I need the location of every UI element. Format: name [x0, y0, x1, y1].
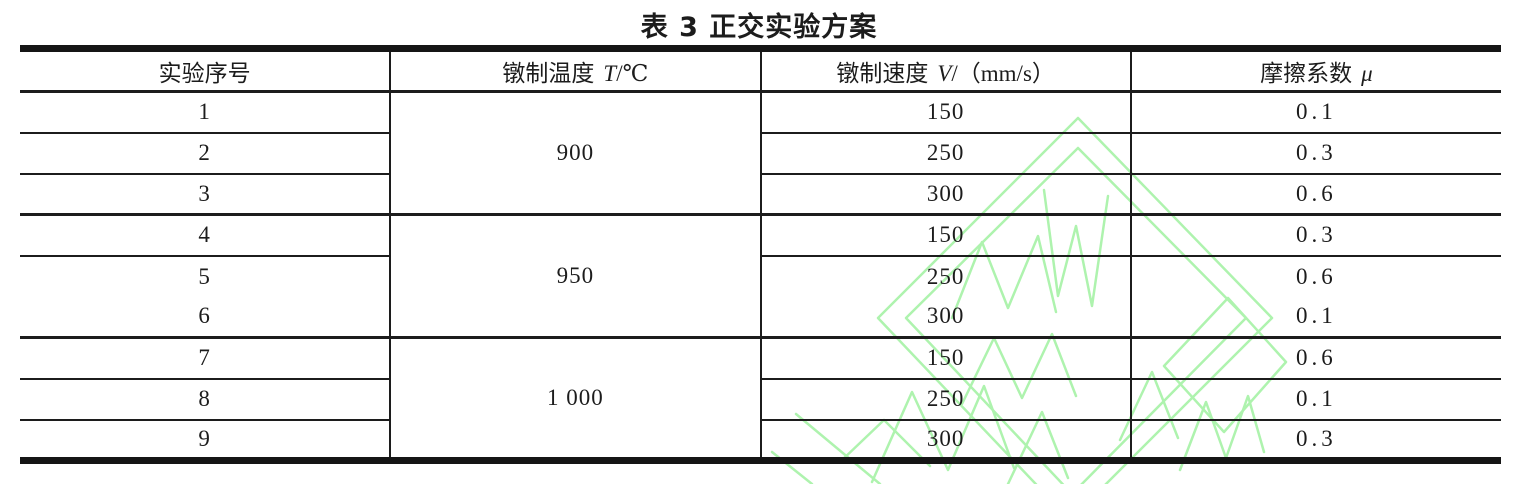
- header-label: 镦制速度: [836, 61, 929, 86]
- table-row: 3 300 0.6: [20, 173, 1501, 216]
- cell-friction: 0.3: [1130, 132, 1501, 175]
- cell-speed: 150: [760, 91, 1132, 134]
- cell-run-no: 5: [20, 255, 392, 297]
- table-row: 4 950 150 0.3: [20, 214, 1501, 339]
- cell-run-no: 7: [20, 337, 392, 380]
- cell-friction: 0.6: [1296, 263, 1337, 289]
- cell-speed: 150: [760, 214, 1132, 257]
- table-row: 9 300 0.3: [20, 419, 1501, 461]
- cell-friction: 0.3: [1130, 214, 1501, 257]
- column-header-temperature: 镦制温度 T/℃: [390, 48, 762, 93]
- table-row: 1 900 150 0.1: [20, 91, 1501, 216]
- table-container: 实验序号 镦制温度 T/℃ 镦制速度 V/（mm/s） 摩擦系数 μ 1 9: [20, 45, 1501, 464]
- cell-run-no: 9: [20, 419, 392, 461]
- table-title: 表 3 正交实验方案: [640, 12, 878, 43]
- header-symbol: V: [937, 61, 952, 86]
- cell-speed: 150: [760, 337, 1132, 380]
- cell-run-no: 2: [20, 132, 392, 175]
- cell-run-no: 8: [20, 378, 392, 421]
- cell-run-no: 6: [20, 296, 392, 339]
- cell-speed: 300: [760, 296, 1132, 339]
- cell-temperature: 950: [390, 214, 762, 339]
- cell-friction: 0.1: [1130, 378, 1501, 421]
- header-symbol: μ: [1361, 61, 1373, 86]
- cell-temperature: 1 000: [390, 337, 762, 461]
- table-row: 5 250 0.6: [20, 255, 1501, 297]
- header-row: 实验序号 镦制温度 T/℃ 镦制速度 V/（mm/s） 摩擦系数 μ: [20, 48, 1501, 93]
- cell-run-no: 3: [20, 173, 392, 216]
- header-unit: /℃: [616, 61, 649, 86]
- column-header-run-number: 实验序号: [20, 48, 392, 93]
- table-row: 6 300 0.1: [20, 296, 1501, 339]
- header-unit: /（mm/s）: [951, 61, 1055, 86]
- header-label: 摩擦系数: [1260, 61, 1353, 86]
- cell-speed: 250: [760, 255, 1132, 297]
- cell-speed: 300: [760, 419, 1132, 461]
- table-row: 2 250 0.3: [20, 132, 1501, 175]
- cell-friction: 0.3: [1296, 425, 1337, 451]
- column-header-friction: 摩擦系数 μ: [1130, 48, 1501, 93]
- cell-speed: 250: [760, 378, 1132, 421]
- column-header-speed: 镦制速度 V/（mm/s）: [760, 48, 1132, 93]
- cell-speed: 250: [760, 132, 1132, 175]
- orthogonal-experiment-table: 实验序号 镦制温度 T/℃ 镦制速度 V/（mm/s） 摩擦系数 μ 1 9: [20, 45, 1501, 464]
- cell-friction: 0.6: [1130, 337, 1501, 380]
- cell-run-no: 4: [20, 214, 392, 257]
- cell-temperature: 900: [390, 91, 762, 216]
- table-row: 8 250 0.1: [20, 378, 1501, 421]
- cell-run-no: 1: [20, 91, 392, 134]
- header-symbol: T: [603, 61, 617, 86]
- cell-friction: 0.1: [1130, 296, 1501, 339]
- cell-friction: 0.6: [1130, 173, 1501, 216]
- table-row: 7 1 000 150 0.6: [20, 337, 1501, 461]
- header-label: 镦制温度: [502, 61, 595, 86]
- header-label: 实验序号: [158, 61, 251, 86]
- cell-speed: 300: [760, 173, 1132, 216]
- cell-friction: 0.1: [1130, 91, 1501, 134]
